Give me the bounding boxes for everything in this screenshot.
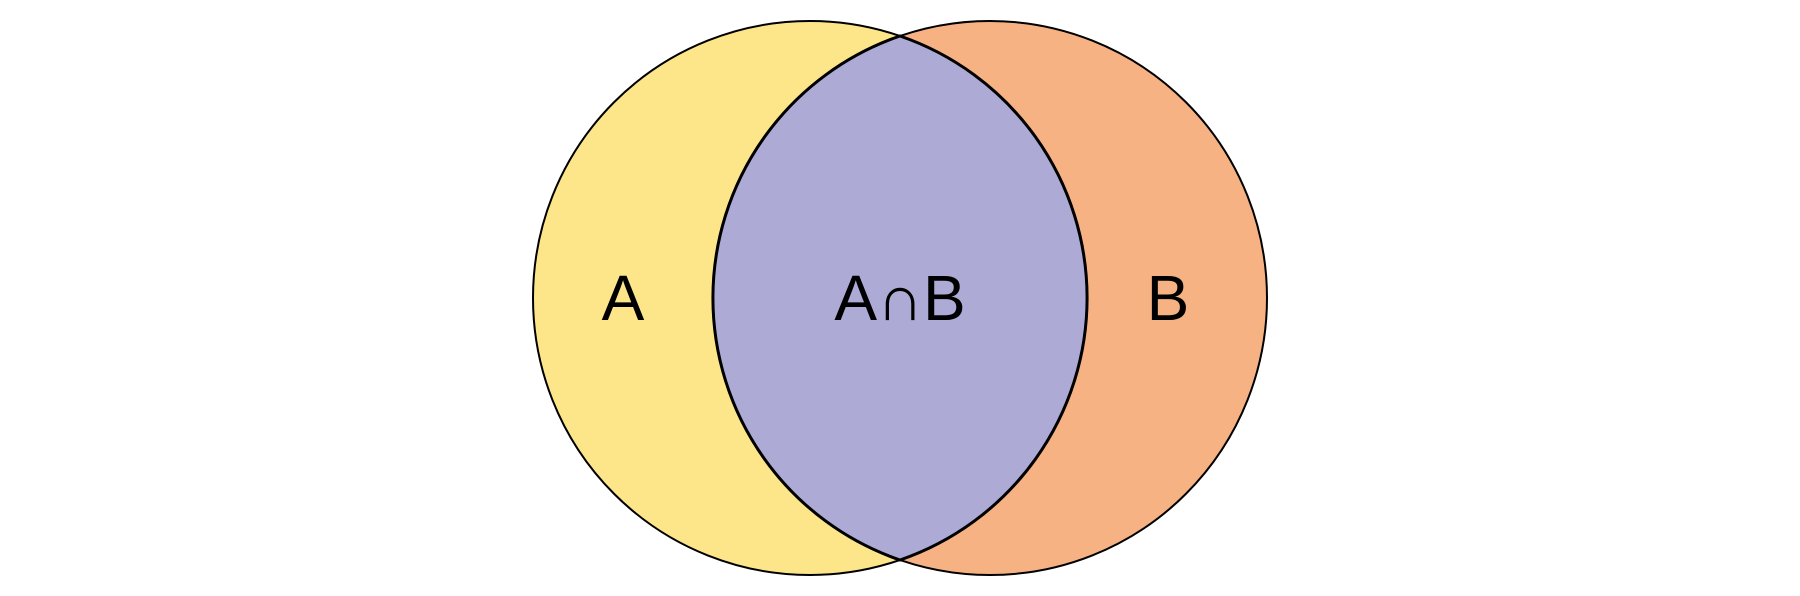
intersection-region bbox=[713, 21, 1087, 575]
set-b-label: B bbox=[1147, 262, 1190, 334]
intersection-outline bbox=[711, 34, 1089, 562]
set-a-label: A bbox=[602, 262, 645, 334]
intersection-label: A∩B bbox=[834, 262, 965, 334]
